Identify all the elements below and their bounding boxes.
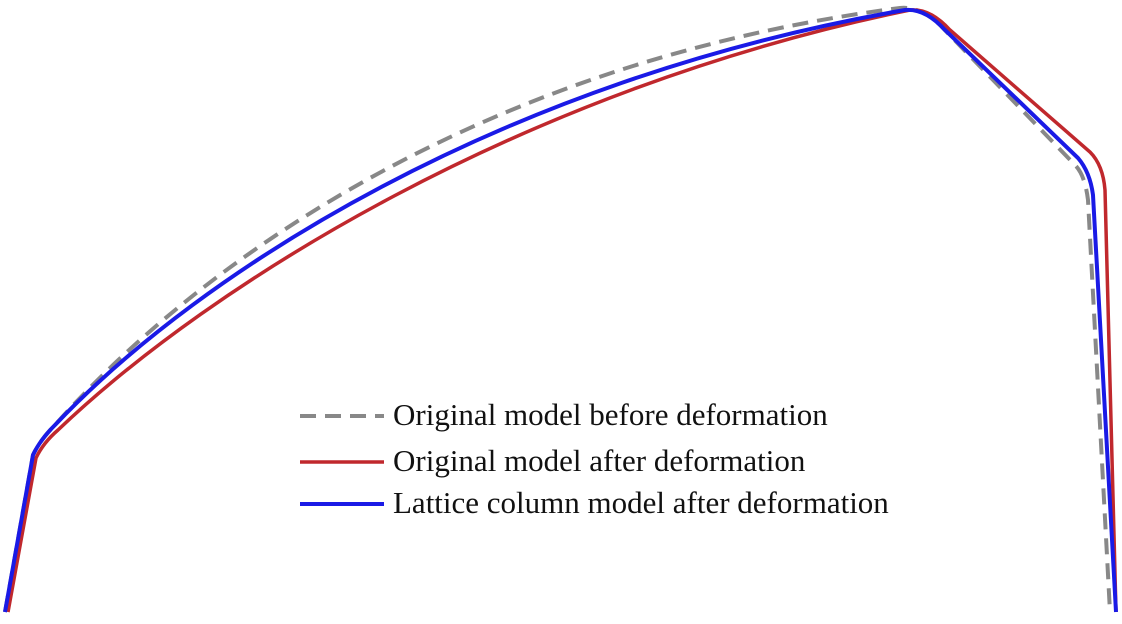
curve-before [3,5,1112,613]
legend-label: Original model after deformation [393,443,806,478]
curve-original-after [6,8,1118,613]
legend-label: Lattice column model after deformation [393,485,889,520]
curve-lattice-after [3,7,1118,613]
legend: Original model before deformation Origin… [300,397,889,520]
legend-label: Original model before deformation [393,397,828,432]
